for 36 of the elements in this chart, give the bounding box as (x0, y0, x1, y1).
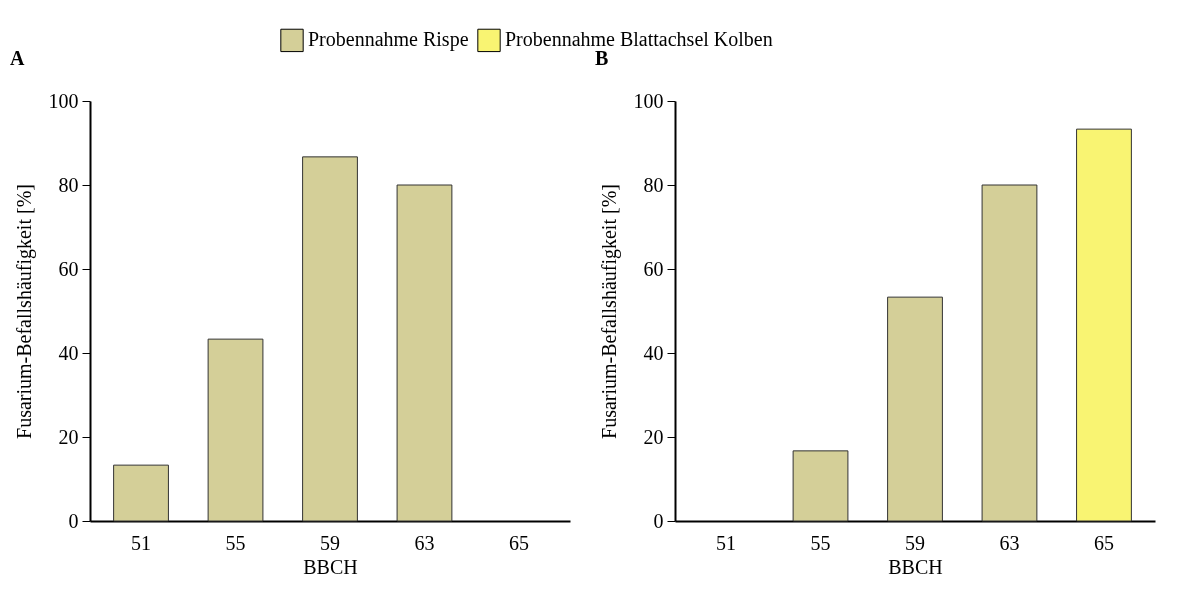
x-tick-label: 65 (508, 531, 529, 554)
bar (396, 184, 453, 522)
x-tick-label: 51 (716, 531, 737, 554)
bar (207, 338, 264, 522)
bar (1076, 128, 1132, 522)
x-axis-title: BBCH (303, 555, 358, 578)
y-tick-label: 20 (58, 425, 79, 448)
y-tick-label: 60 (643, 257, 664, 280)
x-tick-label: 63 (414, 531, 435, 554)
y-tick-label: 80 (58, 173, 79, 196)
bar (302, 156, 358, 522)
y-tick-label: 0 (68, 509, 79, 532)
y-tick-label: 20 (643, 425, 664, 448)
y-tick-label: 0 (653, 509, 664, 532)
y-axis-title: Fusarium-Befallshäufigkeit [%] (12, 184, 36, 439)
y-tick-label: 40 (58, 341, 79, 364)
y-tick-label: 100 (48, 89, 79, 112)
y-axis-title: Fusarium-Befallshäufigkeit [%] (597, 184, 621, 439)
x-tick-label: 63 (999, 531, 1020, 554)
y-tick-label: 80 (643, 173, 664, 196)
x-tick-label: 55 (225, 531, 246, 554)
y-tick-label: 100 (633, 89, 664, 112)
bar (792, 450, 849, 522)
x-tick-label: 65 (1093, 531, 1114, 554)
y-tick-label: 60 (58, 257, 79, 280)
x-tick-label: 59 (320, 531, 340, 554)
bar (981, 184, 1038, 522)
y-tick-label: 40 (643, 341, 664, 364)
bar (113, 464, 169, 522)
bar (887, 296, 943, 522)
legend-label: Probennahme Rispe (308, 28, 469, 52)
x-axis-title: BBCH (888, 555, 943, 578)
x-tick-label: 51 (131, 531, 152, 554)
x-tick-label: 59 (905, 531, 925, 554)
chart-title: A (10, 47, 25, 69)
x-tick-label: 55 (810, 531, 831, 554)
